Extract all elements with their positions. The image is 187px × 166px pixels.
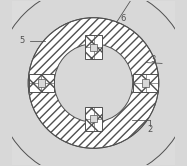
Circle shape	[54, 44, 133, 122]
Text: 6: 6	[120, 14, 125, 23]
Text: 3: 3	[150, 55, 156, 64]
Bar	[85, 35, 102, 59]
Circle shape	[28, 18, 159, 148]
Bar	[29, 74, 53, 92]
Bar	[90, 43, 97, 51]
Bar	[90, 115, 97, 123]
Bar	[134, 74, 158, 92]
Bar	[85, 107, 102, 131]
Bar	[38, 79, 45, 87]
Bar	[142, 79, 149, 87]
Text: 5: 5	[20, 36, 25, 45]
Text: 2: 2	[147, 125, 152, 134]
